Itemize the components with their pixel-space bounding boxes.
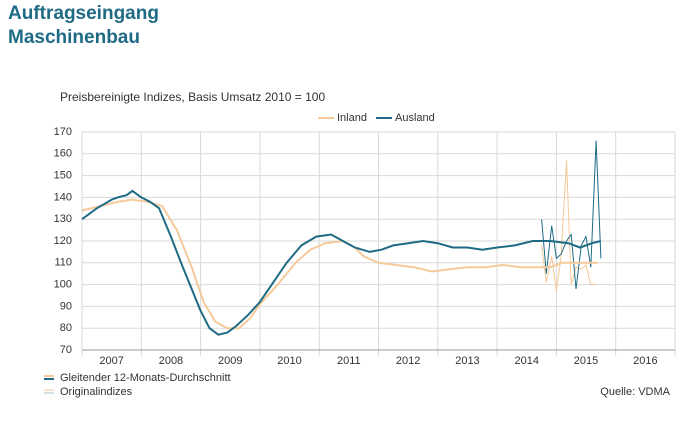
y-tick-label: 100 xyxy=(54,279,72,291)
original-line xyxy=(541,140,602,290)
series-line xyxy=(81,189,602,336)
x-tick-label: 2014 xyxy=(515,355,539,367)
x-tick-label: 2012 xyxy=(396,355,420,367)
x-tick-label: 2010 xyxy=(277,355,301,367)
x-tick-label: 2009 xyxy=(218,355,242,367)
y-tick-label: 170 xyxy=(54,126,72,138)
legend-label: Ausland xyxy=(395,112,435,124)
subtitle: Preisbereinigte Indizes, Basis Umsatz 20… xyxy=(60,90,325,104)
bottom-legend-label: Gleitender 12-Monats-Durchschnitt xyxy=(60,372,231,384)
y-tick-label: 70 xyxy=(60,344,72,356)
chart-title: Auftragseingang xyxy=(8,3,159,24)
y-tick-label: 80 xyxy=(60,322,72,334)
y-tick-label: 110 xyxy=(54,257,72,269)
x-tick-label: 2015 xyxy=(574,355,598,367)
source: Quelle: VDMA xyxy=(600,386,670,398)
y-tick-label: 140 xyxy=(54,191,72,203)
y-tick-label: 120 xyxy=(54,235,72,247)
y-tick-label: 90 xyxy=(60,300,72,312)
series-line xyxy=(81,198,598,330)
x-tick-label: 2013 xyxy=(455,355,479,367)
y-tick-label: 150 xyxy=(54,170,72,182)
x-tick-label: 2007 xyxy=(99,355,123,367)
x-tick-label: 2011 xyxy=(337,355,361,367)
x-tick-label: 2008 xyxy=(159,355,183,367)
y-tick-label: 130 xyxy=(54,213,72,225)
chart-title: Maschinenbau xyxy=(8,27,140,48)
bottom-legend-label: Originalindizes xyxy=(60,386,133,398)
x-tick-label: 2016 xyxy=(633,355,657,367)
original-line xyxy=(541,160,597,292)
y-tick-label: 160 xyxy=(54,148,72,160)
legend-label: Inland xyxy=(337,112,367,124)
